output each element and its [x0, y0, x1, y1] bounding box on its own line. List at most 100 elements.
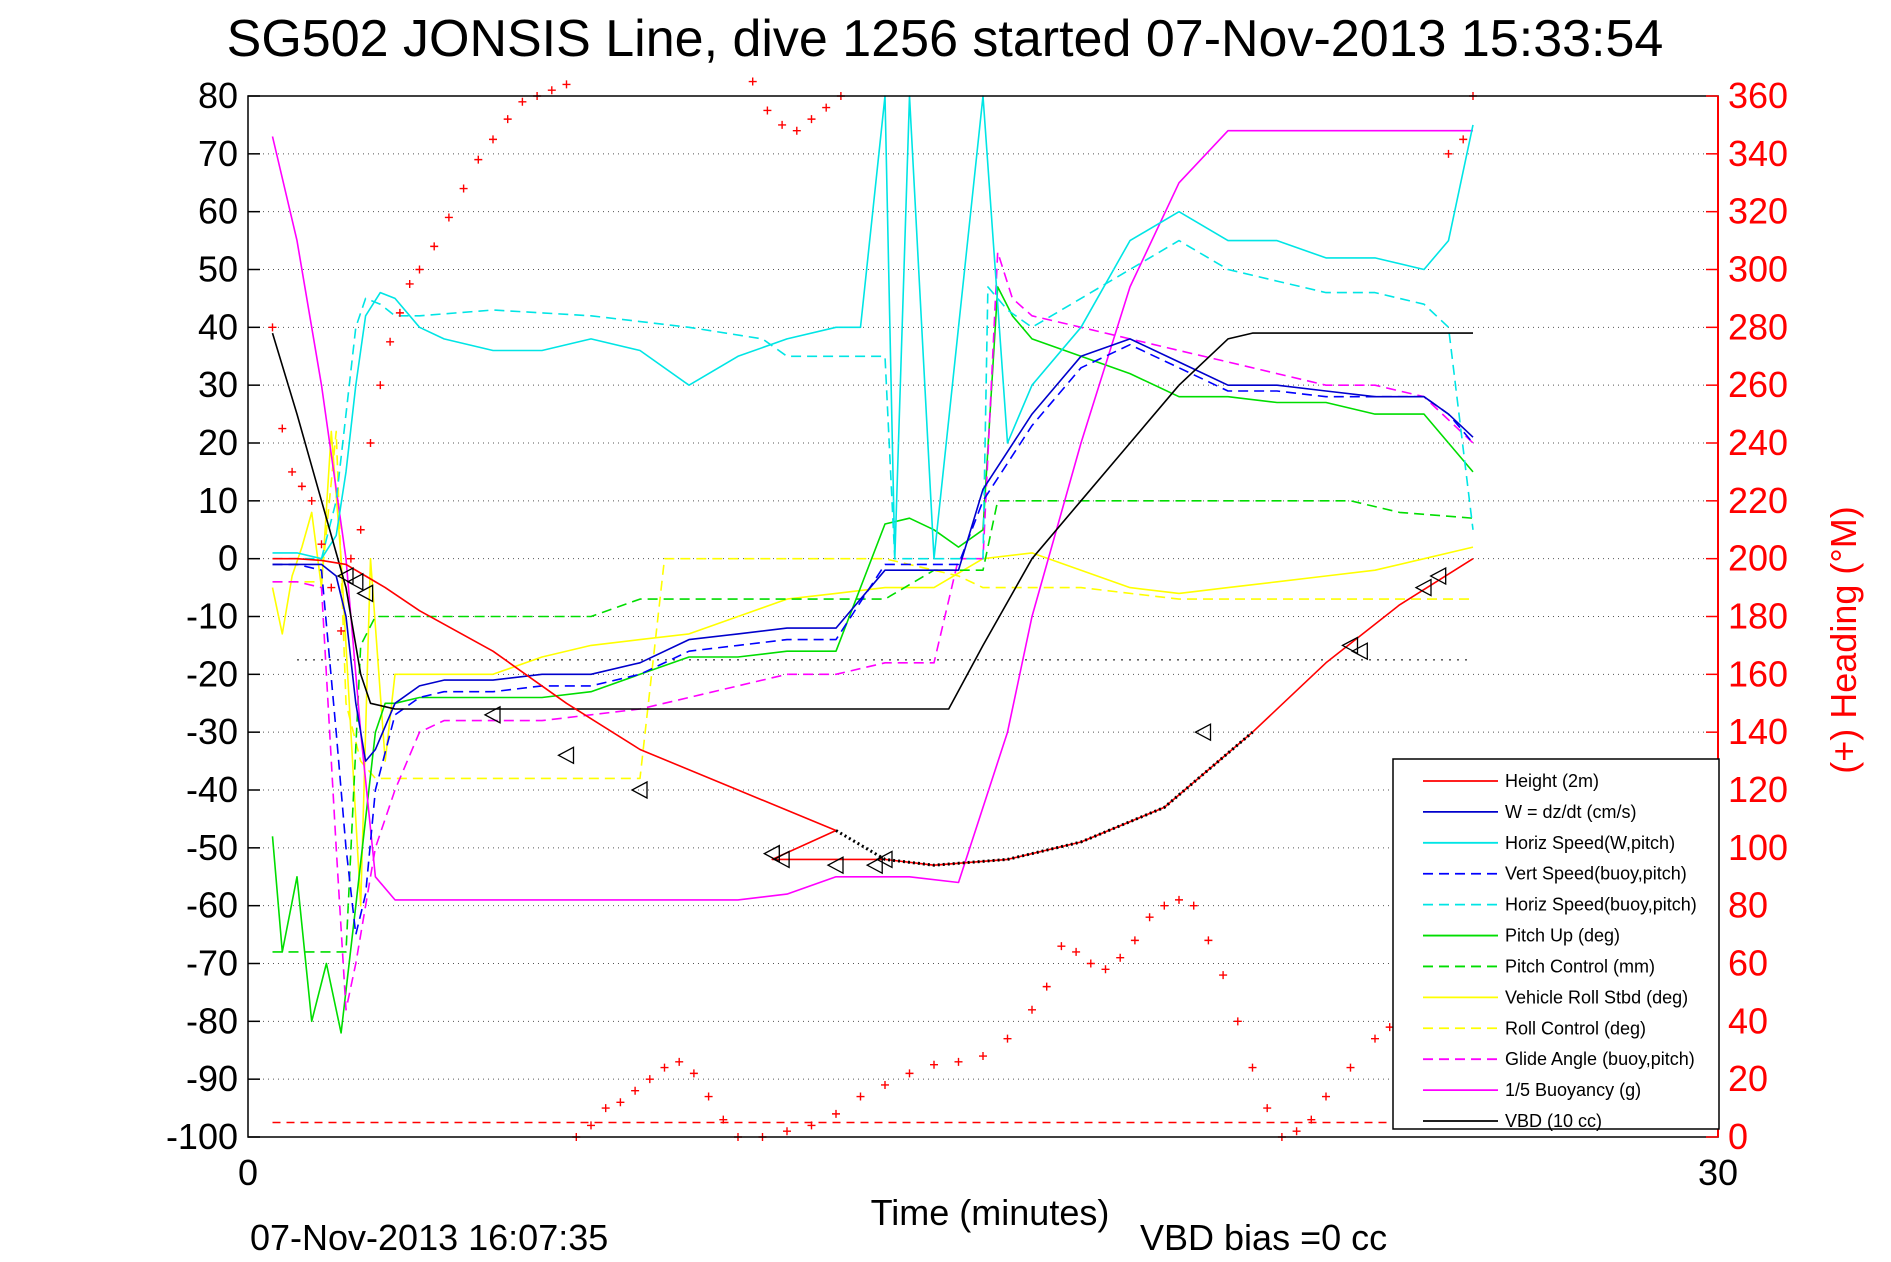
- heading-point: [395, 308, 404, 317]
- heading-series: [268, 77, 1477, 1141]
- heading-point: [601, 1104, 610, 1113]
- heading-point: [616, 1098, 625, 1107]
- height-markers: [336, 566, 1447, 875]
- y-tick-label: -10: [186, 596, 238, 637]
- y-tick-label: 60: [198, 191, 238, 232]
- heading-point: [346, 554, 355, 563]
- heading-point: [763, 106, 772, 115]
- y-tick-label: -90: [186, 1058, 238, 1099]
- y2-tick-label: 80: [1728, 885, 1768, 926]
- y2-tick-label: 180: [1728, 596, 1788, 637]
- legend-entry: Vert Speed(buoy,pitch): [1505, 864, 1687, 884]
- heading-point: [1101, 965, 1110, 974]
- heading-point: [1233, 1017, 1242, 1026]
- y-tick-label: 40: [198, 306, 238, 347]
- heading-point: [268, 323, 277, 332]
- height-marker: [1414, 578, 1432, 597]
- y-tick-label: 50: [198, 249, 238, 290]
- legend-entry: VBD (10 cc): [1505, 1111, 1602, 1131]
- height-marker: [772, 850, 790, 869]
- heading-point: [1204, 936, 1213, 945]
- heading-point: [1072, 947, 1081, 956]
- legend-entry: Glide Angle (buoy,pitch): [1505, 1049, 1695, 1069]
- legend-entry: W = dz/dt (cm/s): [1505, 802, 1637, 822]
- y-tick-label: -20: [186, 653, 238, 694]
- heading-point: [366, 439, 375, 447]
- height-marker: [1350, 642, 1368, 661]
- heading-point: [1175, 895, 1183, 904]
- height-marker: [1429, 566, 1447, 586]
- heading-point: [278, 424, 287, 433]
- y-tick-label: 10: [198, 480, 238, 521]
- heading-point: [1130, 936, 1139, 945]
- heading-point: [474, 155, 483, 164]
- heading-point: [518, 97, 527, 106]
- y-tick-label: -30: [186, 711, 238, 752]
- y2-tick-label: 260: [1728, 364, 1788, 405]
- y2-tick-label: 160: [1728, 653, 1788, 694]
- y-tick-label: 0: [218, 538, 238, 579]
- series-line-pitch: [271, 286, 1474, 1034]
- y2-tick-label: 360: [1728, 75, 1788, 116]
- series-line-height: [272, 557, 1474, 867]
- y2-tick-label: 60: [1728, 943, 1768, 984]
- heading-point: [1116, 953, 1125, 962]
- heading-point: [327, 583, 336, 592]
- heading-point: [1160, 901, 1169, 910]
- y-tick-label: -100: [166, 1116, 238, 1157]
- y-axis-right: 3603403203002802602402202001801601401201…: [1706, 75, 1788, 1157]
- y-tick-label: -50: [186, 827, 238, 868]
- series-line-horiz_w: [272, 95, 1474, 560]
- legend-entry: Roll Control (deg): [1505, 1018, 1646, 1038]
- heading-point: [1292, 1127, 1301, 1136]
- heading-point: [1086, 959, 1095, 968]
- footer-timestamp: 07-Nov-2013 16:07:35: [250, 1217, 608, 1258]
- y-tick-label: -70: [186, 943, 238, 984]
- series-line-w: [272, 338, 1474, 762]
- height-marker: [336, 566, 354, 586]
- heading-point: [1307, 1115, 1316, 1124]
- height-marker: [865, 856, 883, 875]
- heading-point: [1042, 982, 1051, 991]
- y2-tick-label: 0: [1728, 1116, 1748, 1157]
- heading-point: [356, 525, 365, 534]
- heading-point: [297, 482, 306, 491]
- series-line-horiz_buoy: [272, 239, 1474, 560]
- heading-point: [881, 1080, 889, 1089]
- heading-point: [1263, 1104, 1272, 1113]
- legend-entry: Vehicle Roll Stbd (deg): [1505, 987, 1688, 1007]
- y2-tick-label: 340: [1728, 133, 1788, 174]
- height-marker: [1194, 723, 1212, 742]
- heading-point: [792, 126, 801, 135]
- heading-point: [783, 1127, 791, 1136]
- y-tick-label: -60: [186, 885, 238, 926]
- heading-point: [930, 1060, 938, 1069]
- y-tick-label: 20: [198, 422, 238, 463]
- y-tick-label: 30: [198, 364, 238, 405]
- height-marker: [630, 780, 648, 800]
- series-line-roll: [271, 430, 1474, 907]
- heading-point: [1028, 1005, 1036, 1014]
- height-marker: [356, 584, 374, 603]
- legend-entry: Horiz Speed(W,pitch): [1505, 833, 1675, 853]
- heading-point: [689, 1069, 698, 1078]
- legend-entry: Height (2m): [1505, 771, 1599, 791]
- legend-box: [1392, 758, 1720, 1130]
- y2-axis-label: (+) Heading (°M): [1823, 506, 1864, 773]
- heading-point: [905, 1069, 914, 1078]
- heading-point: [807, 1121, 816, 1130]
- y-tick-label: -80: [186, 1000, 238, 1041]
- heading-point: [1145, 913, 1154, 922]
- legend: Height (2m) W = dz/dt (cm/s) Horiz Speed(W…: [1392, 758, 1720, 1131]
- heading-point: [1189, 901, 1198, 910]
- x-tick-label: 0: [238, 1152, 258, 1193]
- heading-point: [748, 77, 757, 86]
- heading-point: [1459, 135, 1468, 144]
- series-line-glide: [272, 251, 1474, 1011]
- legend-entry: Pitch Up (deg): [1505, 926, 1620, 946]
- height-marker: [483, 705, 501, 724]
- y2-tick-label: 280: [1728, 306, 1788, 347]
- heading-point: [856, 1092, 865, 1101]
- legend-entry: Pitch Control (mm): [1505, 956, 1655, 976]
